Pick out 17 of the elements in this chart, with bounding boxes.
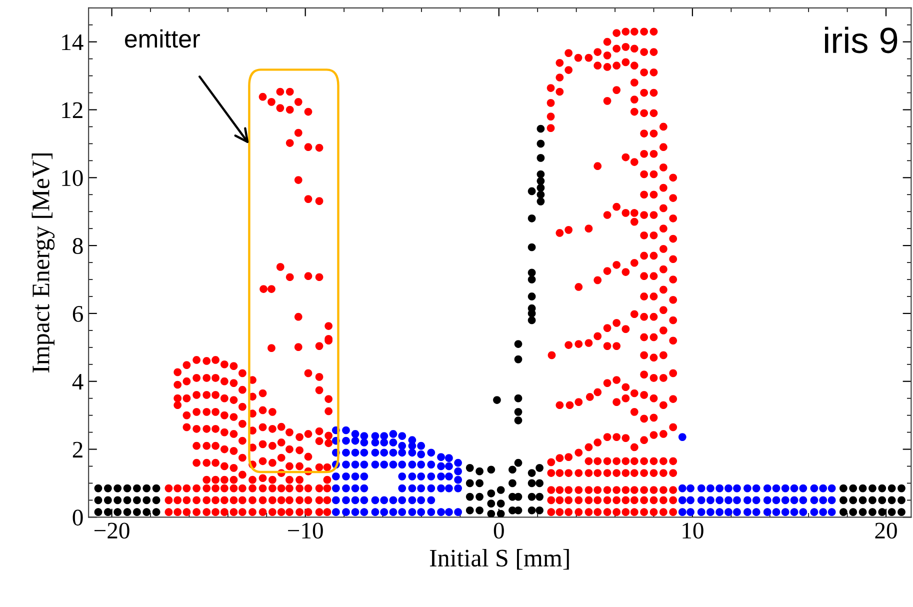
x-tick-label: 20 — [875, 522, 897, 539]
y-tick-label: 10 — [62, 170, 83, 186]
y-tick-label: 2 — [72, 442, 82, 458]
y-tick-label: 4 — [72, 374, 84, 390]
y-axis-title: Impact Energy [MeV] — [32, 154, 55, 372]
x-tick-label: 10 — [682, 522, 704, 539]
x-tick-label: −10 — [288, 522, 323, 539]
y-tick-label: 6 — [72, 306, 83, 322]
x-tick-label: −20 — [94, 522, 130, 539]
annotation: emitter — [124, 29, 200, 48]
y-tick-label: 12 — [62, 102, 82, 118]
y-tick-label: 8 — [72, 238, 83, 254]
x-axis-title: Initial S [mm] — [430, 548, 569, 570]
y-tick-label: 14 — [62, 34, 84, 50]
x-tick-label: 0 — [494, 522, 504, 539]
annotation: iris 9 — [825, 26, 898, 54]
y-tick-label: 0 — [72, 510, 83, 526]
